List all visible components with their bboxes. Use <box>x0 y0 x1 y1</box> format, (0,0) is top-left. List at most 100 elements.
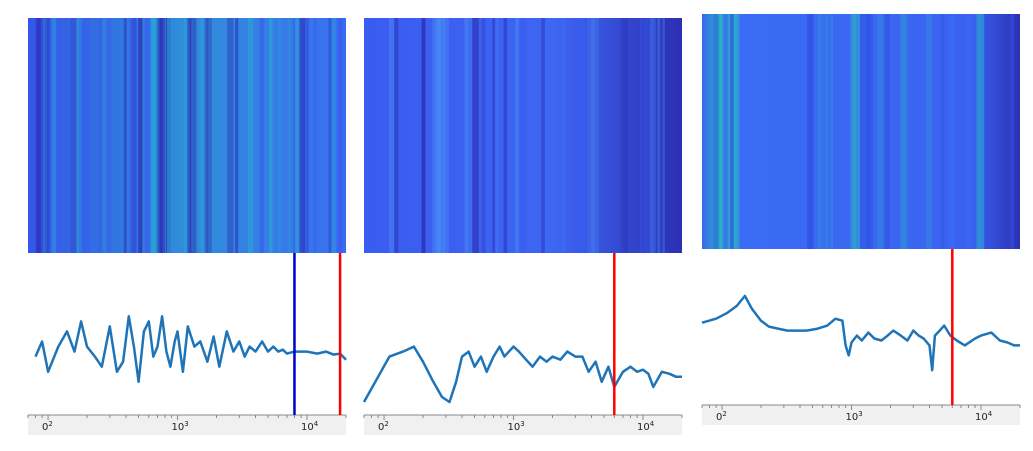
heatmap-stripe <box>278 18 281 253</box>
heatmap-stripe <box>140 18 143 253</box>
axis-band <box>28 415 346 435</box>
heatmap-stripe <box>106 18 112 253</box>
heatmap-1 <box>28 18 346 253</box>
heatmap-stripe <box>730 14 734 249</box>
heatmap-stripe <box>472 18 479 253</box>
heatmap-stripe <box>76 18 83 253</box>
x-tick-label: 02 <box>378 420 389 433</box>
heatmap-stripe <box>432 18 437 253</box>
heatmap-stripe <box>649 18 657 253</box>
heatmap-stripe <box>734 14 737 249</box>
heatmap-stripe <box>227 18 234 253</box>
heatmap-stripe <box>123 18 127 253</box>
heatmap-stripe <box>306 18 309 253</box>
heatmap-stripe <box>299 18 306 253</box>
heatmap-2 <box>364 18 682 253</box>
heatmap-stripe <box>965 14 973 249</box>
heatmap-stripe <box>203 18 209 253</box>
heatmap-stripe <box>947 14 955 249</box>
heatmap-stripe <box>948 14 955 249</box>
heatmap-stripe <box>658 18 664 253</box>
heatmap-stripe <box>503 18 508 253</box>
heatmap-stripe <box>269 18 273 253</box>
heatmap-stripe <box>594 18 597 253</box>
heatmap-stripe <box>55 18 61 253</box>
heatmap-stripe <box>159 18 166 253</box>
heatmap-stripe <box>906 14 911 249</box>
x-tick-label: 104 <box>975 410 993 423</box>
heatmap-stripe <box>1010 14 1014 249</box>
heatmap-stripe <box>204 18 212 253</box>
heatmap-stripe <box>376 18 380 253</box>
heatmap-stripe <box>984 14 991 249</box>
heatmap-stripe <box>495 18 499 253</box>
heatmap-stripe <box>36 18 41 253</box>
heatmap-stripe <box>77 18 84 253</box>
heatmap-stripe <box>925 14 932 249</box>
heatmap-stripe <box>183 18 190 253</box>
heatmap-stripe <box>724 14 728 249</box>
heatmap-stripe <box>757 14 764 249</box>
heatmap-stripe <box>295 18 303 253</box>
x-tick-label: 104 <box>301 420 319 433</box>
heatmap-stripe <box>591 18 599 253</box>
heatmap-stripe <box>200 18 205 253</box>
response-line <box>362 345 682 404</box>
heatmap-stripe <box>144 18 147 253</box>
heatmap-stripe <box>337 18 343 253</box>
axis-band <box>364 415 682 435</box>
heatmap-stripe <box>388 18 395 253</box>
heatmap-stripe <box>313 18 317 253</box>
heatmap-stripe <box>976 14 981 249</box>
heatmap-stripe <box>852 14 860 249</box>
heatmap-stripe <box>187 18 196 253</box>
axis-band <box>702 405 1020 425</box>
heatmap-stripe <box>146 18 151 253</box>
heatmap-stripe <box>518 18 526 253</box>
heatmap-stripe <box>102 18 106 253</box>
heatmap-stripe <box>51 18 57 253</box>
heatmap-stripe <box>820 14 829 249</box>
heatmap-stripe <box>128 18 137 253</box>
heatmap-stripe <box>43 18 47 253</box>
heatmap-stripe <box>76 18 79 253</box>
x-tick-label: 02 <box>716 410 727 423</box>
heatmap-stripe <box>941 14 945 249</box>
heatmap-stripe <box>201 18 206 253</box>
x-tick-label: 103 <box>508 420 525 433</box>
heatmap-stripe <box>564 18 568 253</box>
heatmap-stripe <box>657 18 661 253</box>
heatmap-stripe <box>877 14 883 249</box>
heatmap-stripe <box>817 14 825 249</box>
heatmap-stripe <box>654 18 662 253</box>
heatmap-stripe <box>153 18 160 253</box>
heatmap-stripe <box>306 18 310 253</box>
x-tick-label: 103 <box>172 420 189 433</box>
heatmap-stripe <box>194 18 198 253</box>
heatmap-stripe <box>421 18 426 253</box>
heatmap-stripe <box>580 18 586 253</box>
heatmap-stripe <box>885 14 890 249</box>
heatmap-stripe <box>150 18 157 253</box>
heatmap-stripe <box>287 18 293 253</box>
heatmap-stripe <box>964 14 968 249</box>
heatmap-stripe <box>713 14 719 249</box>
heatmap-stripe <box>640 18 647 253</box>
heatmap-3 <box>702 14 1020 249</box>
heatmap-stripe <box>235 18 239 253</box>
heatmap-stripe <box>978 14 984 249</box>
panel-3: 02 103 104 <box>701 14 1021 425</box>
heatmap-stripe <box>421 18 426 253</box>
heatmap-stripe <box>435 18 441 253</box>
x-tick-label: 02 <box>42 420 53 433</box>
heatmap-stripe <box>900 14 907 249</box>
heatmap-stripe <box>70 18 78 253</box>
x-tick-label: 104 <box>637 420 655 433</box>
heatmap-stripe <box>807 14 814 249</box>
heatmap-stripe <box>98 18 103 253</box>
heatmap-stripe <box>541 18 545 253</box>
heatmap-stripe <box>259 18 265 253</box>
x-tick-label: 103 <box>846 410 863 423</box>
heatmap-stripe <box>481 18 486 253</box>
